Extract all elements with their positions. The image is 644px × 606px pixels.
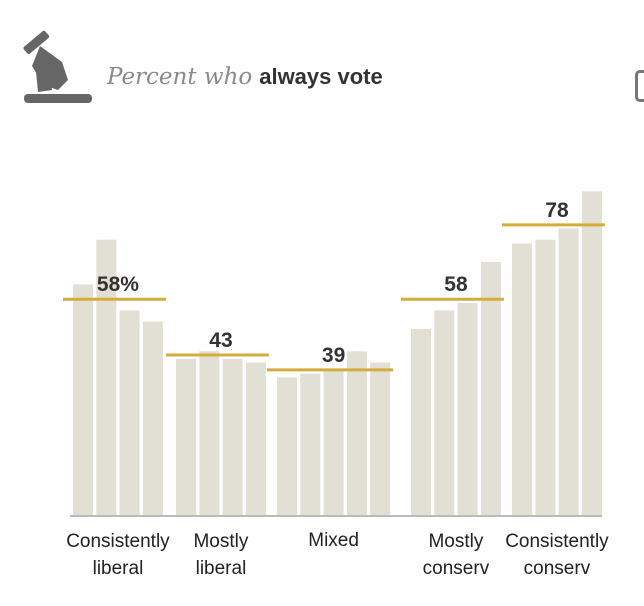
- bar: [370, 362, 391, 515]
- bar: [480, 262, 501, 515]
- mean-value-label: 78: [545, 199, 569, 222]
- bar: [300, 373, 321, 515]
- partial-icon: [635, 70, 644, 102]
- bar: [535, 239, 556, 515]
- title-emphasis: always vote: [259, 64, 383, 89]
- bar: [119, 310, 140, 515]
- mean-value-label: 58%: [97, 273, 139, 296]
- bar: [73, 284, 93, 515]
- x-tick-label: liberal: [196, 558, 247, 579]
- ballot-hand-icon: [18, 28, 94, 111]
- bar: [558, 228, 579, 515]
- x-tick-label: Mostly: [193, 531, 248, 552]
- bar: [323, 369, 344, 515]
- x-tick-label: conserv: [524, 558, 591, 579]
- bar: [581, 191, 602, 516]
- x-tick-label: conserv: [423, 558, 490, 579]
- mean-value-label: 43: [209, 329, 232, 352]
- bar: [245, 362, 266, 515]
- mean-value-label: 39: [322, 344, 345, 367]
- bar: [142, 321, 163, 515]
- chart-title: Percent who always vote: [107, 62, 383, 91]
- bar: [96, 239, 117, 515]
- bar: [457, 302, 478, 515]
- bar: [512, 243, 532, 515]
- x-tick-label: Mostly: [428, 531, 483, 552]
- mean-value-label: 58: [444, 273, 468, 296]
- x-tick-label: liberal: [93, 558, 144, 579]
- bar: [199, 351, 220, 515]
- x-tick-label: Consistently: [66, 531, 170, 552]
- bar: [176, 358, 196, 515]
- x-tick-label: Consistently: [505, 531, 609, 552]
- bar: [277, 377, 297, 515]
- title-prefix: Percent who: [107, 64, 253, 90]
- bar: [411, 329, 431, 515]
- bar: [434, 310, 455, 515]
- bar: [222, 358, 243, 515]
- x-tick-label: Mixed: [308, 530, 359, 551]
- bar: [346, 351, 367, 515]
